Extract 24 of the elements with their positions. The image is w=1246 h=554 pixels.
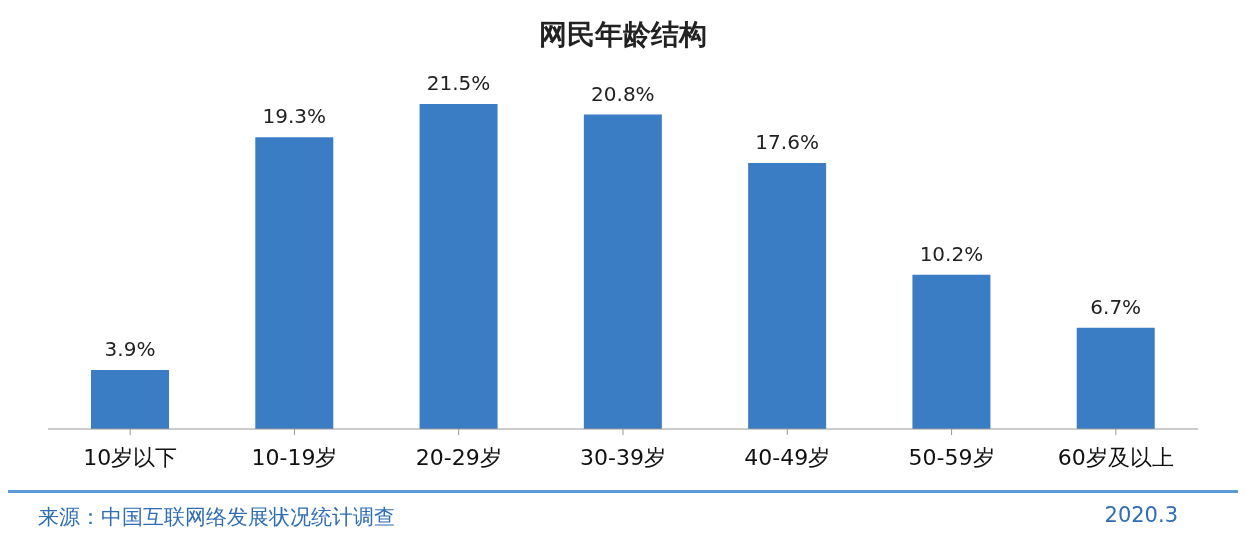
data-label: 19.3% <box>262 104 327 129</box>
data-label: 20.8% <box>591 81 655 106</box>
bar <box>748 162 827 429</box>
x-tick-label: 20-29岁 <box>415 444 502 470</box>
data-label: 6.7% <box>1090 294 1142 319</box>
bar <box>419 104 498 429</box>
bar <box>912 274 991 429</box>
data-label: 10.2% <box>919 241 984 266</box>
text: 2020.3 <box>1104 503 1178 529</box>
bar <box>583 114 662 429</box>
data-label: 21.5% <box>426 71 491 95</box>
chart-title: 网民年龄结构 <box>538 17 708 53</box>
x-tick-label: 40-49岁 <box>744 444 831 470</box>
data-label: 17.6% <box>755 129 819 154</box>
x-tick-label: 10-19岁 <box>251 444 338 470</box>
x-tick-label: 30-39岁 <box>580 444 666 470</box>
bar <box>1076 327 1155 429</box>
bar <box>255 137 334 429</box>
x-tick-label: 10岁以下 <box>83 444 178 470</box>
x-tick-label: 50-59岁 <box>908 444 995 470</box>
source-note: 来源：中国互联网络发展状况统计调查 <box>38 504 395 531</box>
bar <box>91 370 169 429</box>
data-label: 3.9% <box>104 337 156 362</box>
x-tick-label: 60岁及以上 <box>1057 444 1174 470</box>
